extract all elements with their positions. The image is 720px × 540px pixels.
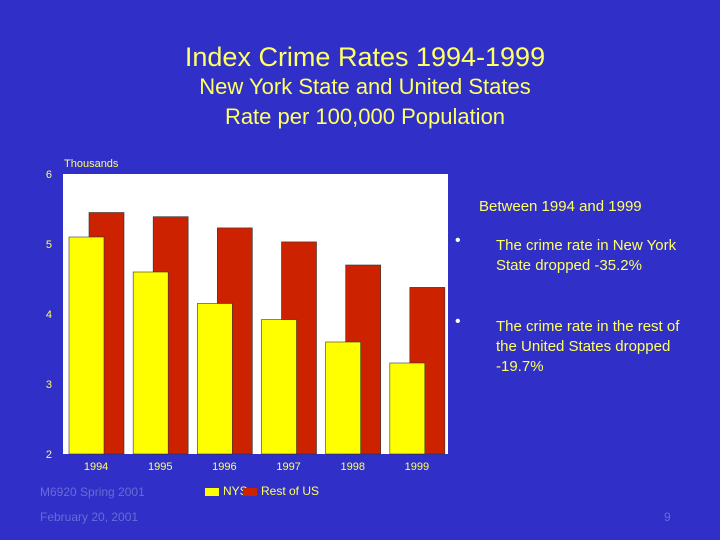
legend-item-rest-of-us: Rest of US xyxy=(243,484,319,498)
y-tick-label: 6 xyxy=(46,169,52,181)
legend-swatch-rest-of-us xyxy=(243,487,257,496)
footer-course: M6920 Spring 2001 xyxy=(40,485,145,499)
x-tick-label: 1998 xyxy=(341,461,365,473)
legend-label-rest-of-us: Rest of US xyxy=(261,484,320,498)
y-tick-label: 5 xyxy=(46,239,52,251)
bar-nys xyxy=(68,236,105,455)
bar-nys xyxy=(197,303,233,455)
note-text: The crime rate in the rest of the United… xyxy=(496,318,680,375)
x-tick-label: 1999 xyxy=(405,461,429,473)
chart-title: Index Crime Rates 1994-1999 xyxy=(184,42,546,72)
legend-swatch-nys xyxy=(205,487,219,496)
bar-nys xyxy=(261,319,297,455)
x-tick-label: 1996 xyxy=(212,461,236,473)
x-tick-label: 1994 xyxy=(84,461,108,473)
x-tick-label: 1995 xyxy=(148,461,172,473)
y-tick-label: 3 xyxy=(46,379,52,391)
bar-nys xyxy=(325,341,361,455)
bar-nys xyxy=(132,271,169,455)
chart-subtitle-line-2: Rate per 100,000 Population xyxy=(224,104,506,129)
chart-subtitle-line-1: New York State and United States xyxy=(199,74,531,99)
note-text: The crime rate in New York State dropped… xyxy=(496,237,677,274)
legend-item-nys: NYS xyxy=(205,484,248,498)
legend-label-nys: NYS xyxy=(223,484,248,498)
y-tick-label: 2 xyxy=(46,449,52,461)
y-tick-label: 4 xyxy=(46,309,52,321)
bullet-dot-icon: • xyxy=(455,232,461,249)
y-axis-label: Thousands xyxy=(64,158,119,170)
notes-heading: Between 1994 and 1999 xyxy=(479,198,642,215)
plot-area xyxy=(63,174,448,454)
x-tick-label: 1997 xyxy=(276,461,300,473)
bar-nys xyxy=(389,362,426,455)
bar-chart: 2 3 4 5 6 Thousands 1994 1995 1996 1997 1998 1999 xyxy=(46,158,448,473)
footer-date: February 20, 2001 xyxy=(40,510,139,524)
page-number: 9 xyxy=(664,510,671,524)
bullet-dot-icon: • xyxy=(455,313,461,330)
